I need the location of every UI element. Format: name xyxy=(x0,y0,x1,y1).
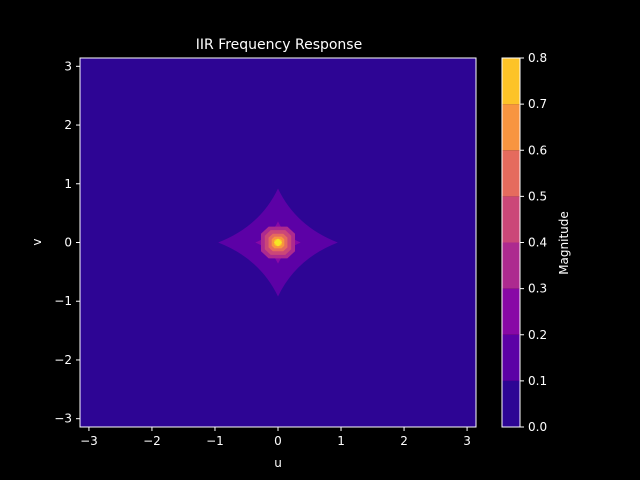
contour-layer xyxy=(218,188,338,297)
x-tick-label: −2 xyxy=(143,434,161,448)
x-tick-label: 1 xyxy=(337,434,345,448)
colorbar-ticks: 0.0 0.1 0.2 0.3 0.4 0.5 0.6 0.7 0.8 xyxy=(520,51,547,434)
y-tick-label: −1 xyxy=(54,294,72,308)
colorbar-swatch xyxy=(502,288,520,335)
x-tick-label: 2 xyxy=(400,434,408,448)
colorbar-swatch xyxy=(502,150,520,197)
x-axis-label: u xyxy=(274,456,282,470)
colorbar-tick-label: 0.8 xyxy=(528,51,547,65)
colorbar-swatch xyxy=(502,58,520,105)
y-tick-label: −3 xyxy=(54,412,72,426)
contour-peak xyxy=(274,238,282,247)
colorbar-swatch xyxy=(502,380,520,427)
colorbar xyxy=(502,58,520,427)
colorbar-tick-label: 0.5 xyxy=(528,189,547,203)
colorbar-swatch xyxy=(502,196,520,243)
colorbar-tick-label: 0.6 xyxy=(528,143,547,157)
colorbar-tick-label: 0.0 xyxy=(528,420,547,434)
x-tick-label: −1 xyxy=(206,434,224,448)
colorbar-tick-label: 0.3 xyxy=(528,282,547,296)
chart-title: IIR Frequency Response xyxy=(196,37,362,53)
y-tick-label: 1 xyxy=(64,177,72,191)
colorbar-tick-label: 0.2 xyxy=(528,328,547,342)
y-tick-label: 2 xyxy=(64,118,72,132)
colorbar-tick-label: 0.7 xyxy=(528,97,547,111)
colorbar-tick-label: 0.4 xyxy=(528,236,547,250)
colorbar-swatch xyxy=(502,104,520,151)
y-tick-label: 0 xyxy=(64,236,72,250)
colorbar-tick-label: 0.1 xyxy=(528,374,547,388)
x-tick-label: −3 xyxy=(80,434,98,448)
colorbar-swatch xyxy=(502,334,520,381)
colorbar-swatch xyxy=(502,242,520,289)
x-axis: −3 −2 −1 0 1 2 3 xyxy=(80,427,471,448)
x-tick-label: 3 xyxy=(463,434,471,448)
y-axis: −3 −2 −1 0 1 2 3 xyxy=(54,59,80,426)
y-tick-label: −2 xyxy=(54,353,72,367)
y-tick-label: 3 xyxy=(64,59,72,73)
colorbar-label: Magnitude xyxy=(557,211,571,275)
x-tick-label: 0 xyxy=(274,434,282,448)
y-axis-label: v xyxy=(30,238,44,245)
